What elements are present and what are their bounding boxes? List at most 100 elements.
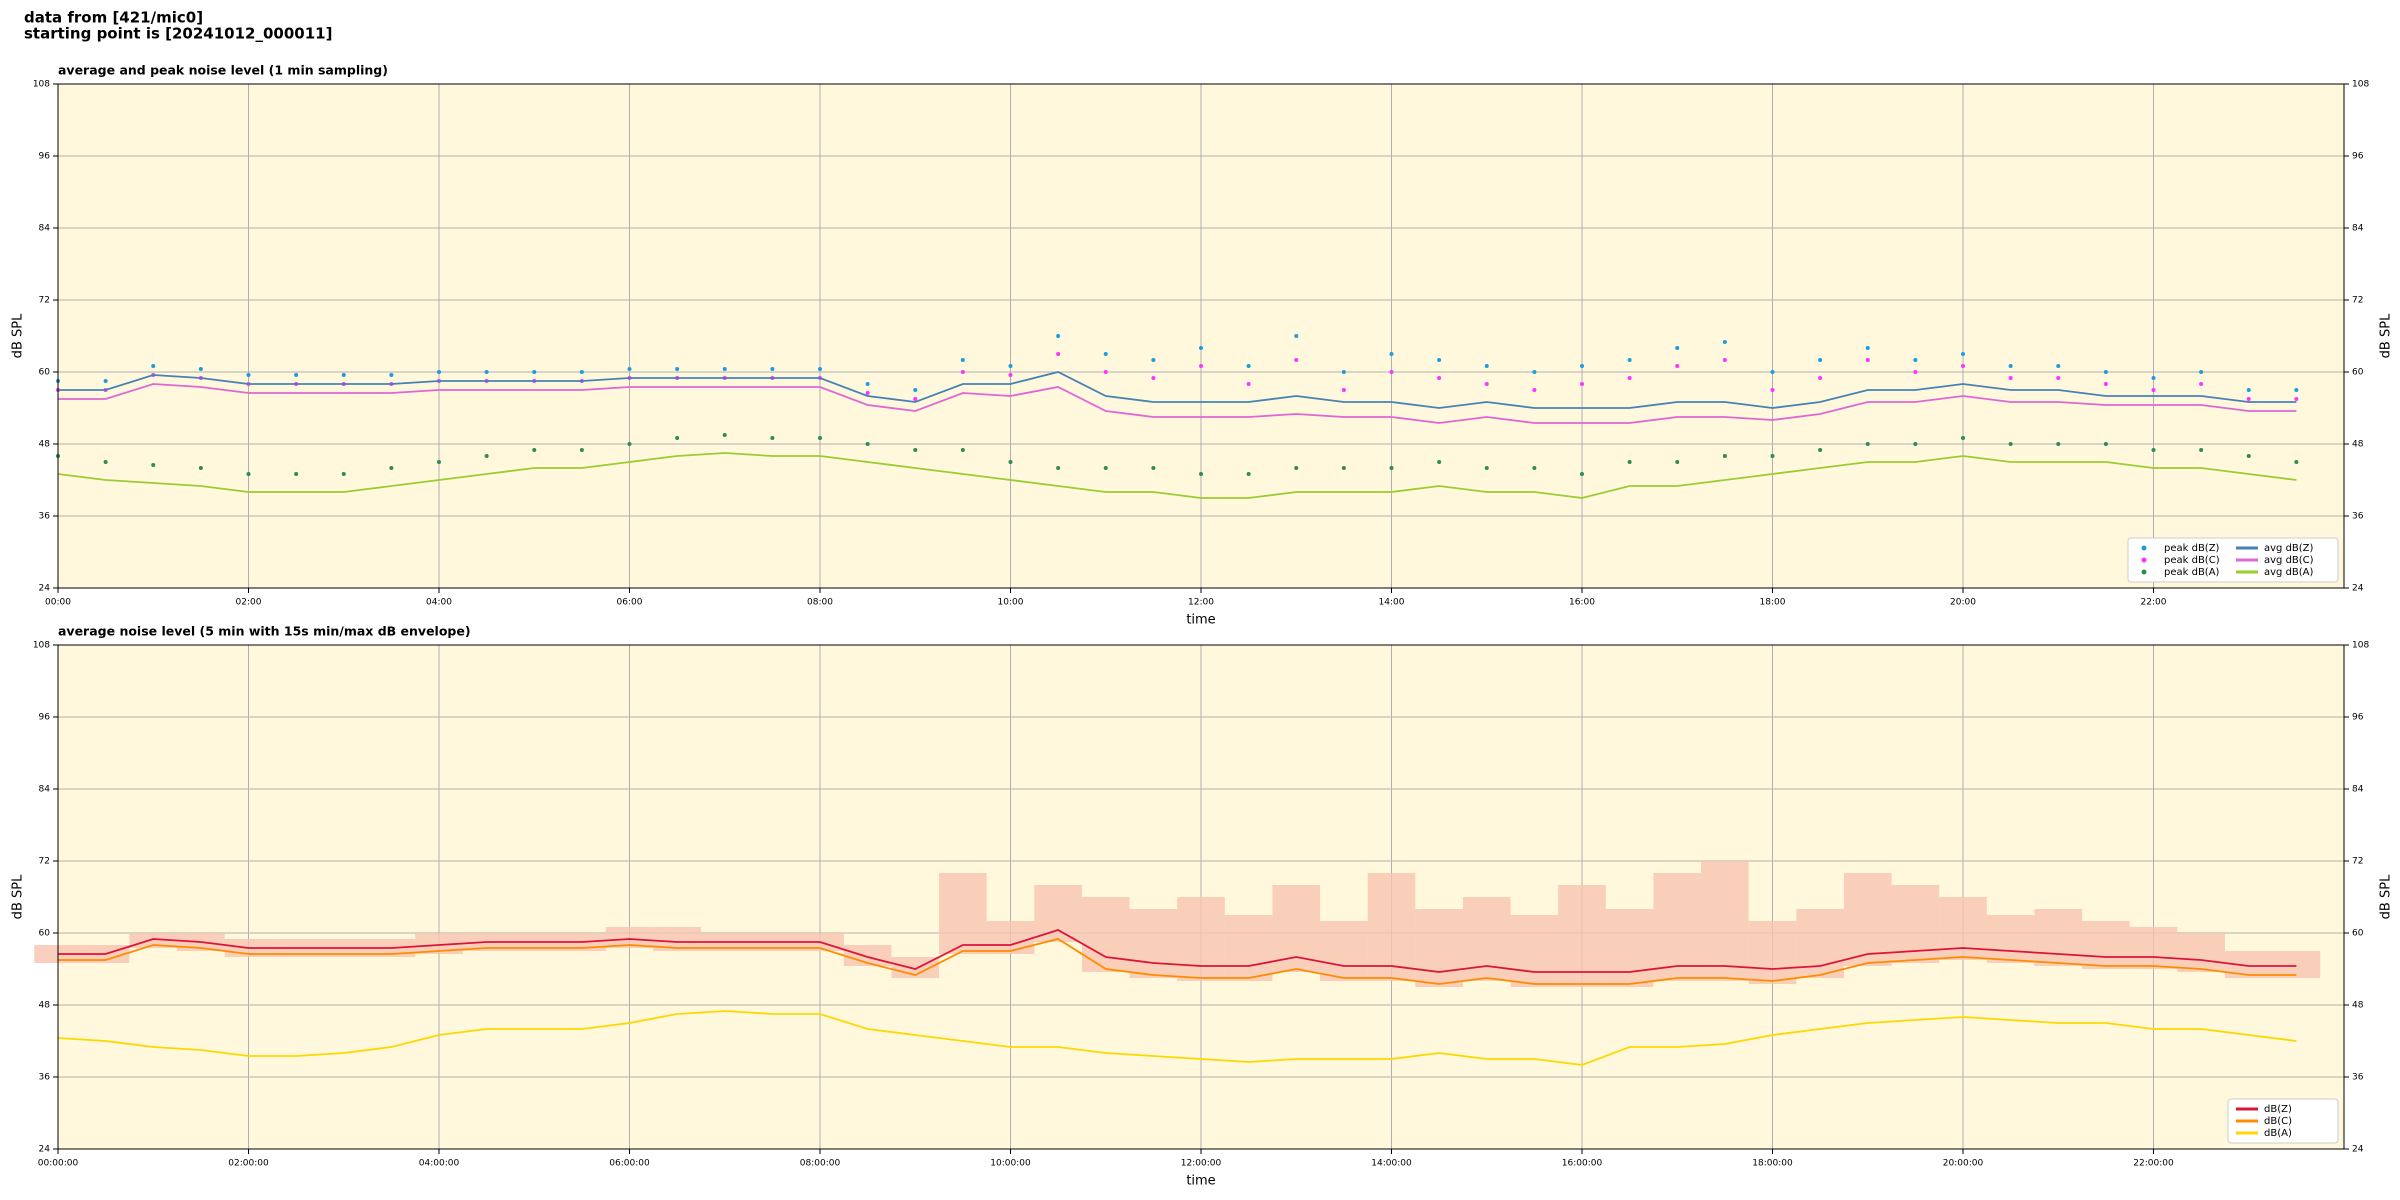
scatter-point	[1151, 466, 1156, 470]
envelope	[1462, 897, 1511, 981]
scatter-point	[103, 460, 108, 464]
scatter-point	[294, 373, 299, 377]
scatter-point	[1151, 376, 1156, 380]
scatter-point	[246, 373, 251, 377]
scatter-point	[2103, 370, 2108, 374]
scatter-point	[437, 460, 441, 464]
scatter-point	[1627, 460, 1632, 464]
scatter-point	[579, 370, 584, 374]
x-tick-label: 06:00:00	[609, 1159, 650, 1169]
scatter-point	[2103, 382, 2108, 386]
scatter-point	[818, 367, 822, 371]
x-axis-label: time	[1186, 613, 1215, 628]
y-tick-label: 84	[2352, 224, 2364, 234]
header-line: starting point is [20241012_000011]	[24, 25, 332, 43]
envelope	[1701, 861, 1749, 981]
scatter-point	[960, 448, 965, 452]
scatter-point	[1437, 358, 1442, 362]
scatter-point	[1913, 442, 1918, 446]
x-tick-label: 00:00	[45, 598, 71, 608]
envelope	[1605, 909, 1654, 987]
scatter-point	[484, 370, 489, 374]
scatter-point	[1532, 466, 1537, 470]
y-tick-label: 36	[2352, 1073, 2364, 1083]
scatter-point	[2056, 376, 2061, 380]
scatter-point	[1722, 358, 1727, 362]
x-tick-label: 22:00:00	[2133, 1159, 2174, 1169]
series-line	[58, 371, 2297, 409]
x-tick-label: 08:00:00	[800, 1159, 841, 1169]
y-tick-label: 72	[39, 857, 50, 867]
y-tick-label: 72	[2352, 296, 2363, 306]
envelope	[2177, 933, 2225, 972]
x-tick-label: 06:00	[617, 598, 643, 608]
envelope	[986, 921, 1035, 954]
y-tick-label: 48	[39, 440, 51, 450]
series-line	[58, 383, 2297, 424]
scatter-point	[722, 367, 727, 371]
scatter-point	[2199, 448, 2204, 452]
scatter-point	[1580, 382, 1584, 386]
scatter-point	[246, 472, 251, 476]
scatter-point	[1151, 358, 1156, 362]
scatter-point	[1246, 472, 1251, 476]
scatter-point	[1532, 370, 1537, 374]
y-tick-label: 60	[39, 929, 51, 939]
y-tick-label: 36	[2352, 512, 2364, 522]
x-tick-label: 20:00	[1950, 598, 1976, 608]
scatter-point	[675, 436, 680, 440]
envelope	[1843, 873, 1892, 966]
y-tick-label: 24	[2352, 1145, 2364, 1155]
envelope	[2272, 951, 2321, 978]
x-tick-label: 18:00	[1760, 598, 1786, 608]
envelope	[1272, 885, 1321, 972]
envelope	[1081, 897, 1130, 972]
x-tick-label: 20:00:00	[1943, 1159, 1984, 1169]
envelope	[2034, 909, 2083, 966]
scatter-point	[2246, 454, 2251, 458]
scatter-point	[2056, 442, 2061, 446]
scatter-point	[103, 379, 108, 383]
scatter-point	[627, 442, 632, 446]
scatter-point	[1913, 358, 1918, 362]
legend-label: avg dB(A)	[2264, 567, 2314, 578]
scatter-point	[2294, 397, 2299, 401]
scatter-point	[960, 370, 965, 374]
scatter-point	[1389, 466, 1394, 470]
scatter-point	[627, 367, 632, 371]
scatter-point	[1675, 460, 1680, 464]
legend-label: peak dB(A)	[2164, 567, 2220, 578]
scatter-point	[2246, 397, 2251, 401]
x-tick-label: 10:00:00	[990, 1159, 1031, 1169]
scatter-point	[341, 373, 346, 377]
scatter-point	[151, 364, 156, 368]
scatter-point	[341, 472, 346, 476]
scatter-point	[151, 463, 156, 467]
scatter-point	[1484, 382, 1489, 386]
y-tick-label: 84	[2352, 785, 2364, 795]
scatter-point	[675, 367, 680, 371]
envelope	[605, 927, 654, 948]
y-tick-label: 108	[2352, 80, 2369, 90]
scatter-point	[1580, 364, 1584, 368]
scatter-point	[1532, 388, 1537, 392]
scatter-point	[1341, 370, 1346, 374]
y-axis-label: dB SPL	[11, 874, 26, 919]
y-axis-label: dB SPL	[2379, 874, 2394, 919]
scatter-point	[770, 436, 775, 440]
envelope	[1224, 915, 1273, 981]
envelope	[415, 933, 463, 954]
y-tick-label: 48	[2352, 440, 2364, 450]
header-line: data from [421/mic0]	[24, 9, 203, 27]
envelope	[1653, 873, 1702, 981]
x-tick-label: 16:00:00	[1562, 1159, 1603, 1169]
scatter-point	[865, 382, 870, 386]
scatter-point	[1341, 466, 1346, 470]
x-tick-label: 18:00:00	[1752, 1159, 1793, 1169]
scatter-point	[1103, 370, 1108, 374]
legend-label: avg dB(C)	[2264, 555, 2314, 566]
envelope	[1558, 885, 1606, 987]
scatter-point	[2008, 376, 2013, 380]
scatter-point	[1246, 382, 1251, 386]
envelope	[2082, 921, 2130, 969]
